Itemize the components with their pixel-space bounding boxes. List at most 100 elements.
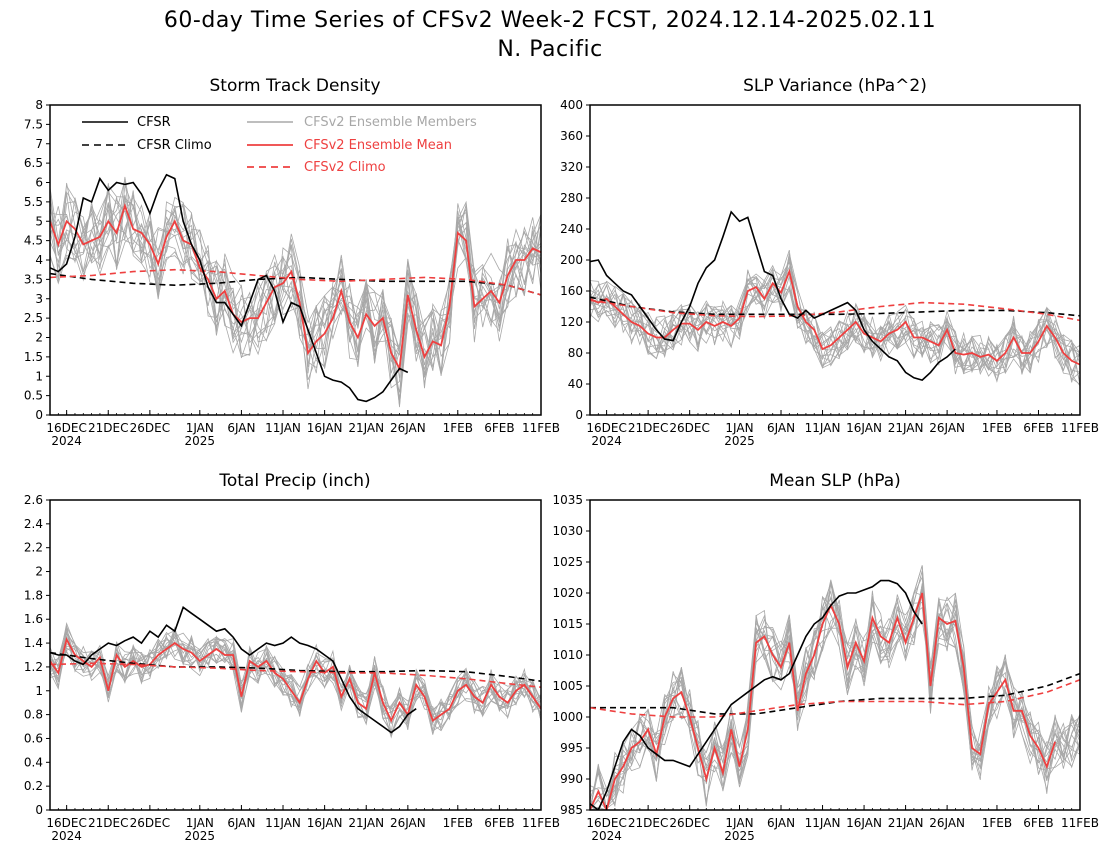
- x-tick-label: 1JAN: [725, 816, 753, 830]
- y-tick-label: 0.5: [24, 389, 43, 403]
- cfsr-climo-line: [50, 651, 541, 682]
- x-tick-label: 11FEB: [1061, 421, 1099, 435]
- x-tick-label: 21JAN: [348, 816, 384, 830]
- y-tick-label: 6: [35, 176, 43, 190]
- x-tick-label: 11JAN: [265, 421, 301, 435]
- y-tick-label: 1.6: [24, 612, 43, 626]
- y-tick-label: 0: [575, 408, 583, 422]
- x-tick-label: 21JAN: [348, 421, 384, 435]
- cfsr-line: [590, 210, 956, 381]
- y-tick-label: 160: [560, 284, 583, 298]
- panel-title: SLP Variance (hPa^2): [743, 76, 927, 96]
- cfsv2-climo-line: [590, 679, 1080, 718]
- panel-total-precip: Total Precip (inch) 0 0.2 0.4 0.6 0.8 1 1.2 1.4…: [24, 471, 560, 843]
- y-tick-label: 6.5: [24, 156, 43, 170]
- x-tick-label: 11FEB: [1061, 816, 1099, 830]
- y-tick-label: 1005: [552, 679, 583, 693]
- x-tick-label: 6FEB: [1023, 421, 1053, 435]
- y-tick-label: 4.5: [24, 234, 43, 248]
- x-tick-label: 26JAN: [390, 816, 426, 830]
- legend-label-cfsr-climo: CFSR Climo: [137, 138, 212, 153]
- y-tick-label: 1.4: [24, 636, 43, 650]
- x-tick-label: 26DEC: [130, 421, 170, 435]
- y-tick-label: 120: [560, 315, 583, 329]
- ensemble-member-line: [590, 253, 1080, 376]
- series-group: [50, 606, 541, 739]
- x-year-label: 2025: [185, 434, 216, 448]
- legend-label-cfsr: CFSR: [137, 115, 171, 130]
- x-tick-label: 26DEC: [669, 421, 709, 435]
- x-tick-label: 21DEC: [88, 421, 128, 435]
- y-tick-label: 3: [35, 292, 43, 306]
- legend-label-members: CFSv2 Ensemble Members: [304, 115, 477, 130]
- y-tick-label: 990: [560, 772, 583, 786]
- y-tick-label: 40: [568, 377, 583, 391]
- x-tick-label: 6JAN: [227, 421, 255, 435]
- y-tick-label: 1000: [552, 710, 583, 724]
- x-year-label: 2024: [51, 829, 82, 843]
- y-tick-label: 1: [35, 684, 43, 698]
- x-tick-label: 11JAN: [265, 816, 301, 830]
- y-tick-label: 1010: [552, 648, 583, 662]
- series-group: [590, 565, 1080, 810]
- y-tick-label: 280: [560, 191, 583, 205]
- y-tick-label: 0.2: [24, 779, 43, 793]
- y-tick-label: 0: [35, 803, 43, 817]
- x-tick-label: 6FEB: [484, 421, 514, 435]
- cfsv2-climo-line: [590, 299, 1080, 322]
- y-tick-label: 8: [35, 98, 43, 112]
- x-tick-label: 1JAN: [186, 816, 214, 830]
- y-tick-label: 7.5: [24, 117, 43, 131]
- ensemble-member-line: [50, 626, 541, 736]
- x-tick-label: 6JAN: [227, 816, 255, 830]
- ensemble-member-line: [590, 579, 1080, 810]
- ensemble-member-line: [590, 257, 1080, 374]
- panel-title: Mean SLP (hPa): [769, 471, 901, 491]
- y-tick-label: 1.8: [24, 588, 43, 602]
- y-tick-label: 1025: [552, 555, 583, 569]
- ensemble-member-line: [590, 283, 1080, 387]
- x-tick-label: 11FEB: [522, 421, 560, 435]
- ensemble-member-line: [590, 272, 1080, 385]
- cfsv2-climo-line: [50, 268, 541, 296]
- y-tick-label: 2.6: [24, 493, 43, 507]
- x-tick-label: 6FEB: [1023, 816, 1053, 830]
- panel-slp-variance: SLP Variance (hPa^2) 0 40 80 120 160 200 240 28…: [560, 76, 1099, 448]
- x-tick-label: 21DEC: [88, 816, 128, 830]
- ensemble-mean-line: [590, 268, 1080, 366]
- cfsr-line: [590, 579, 923, 810]
- cfsr-line: [50, 606, 417, 734]
- y-tick-label: 80: [568, 346, 583, 360]
- y-tick-label: 1020: [552, 586, 583, 600]
- y-tick-label: 4: [35, 253, 43, 267]
- x-tick-label: 26JAN: [929, 421, 965, 435]
- ensemble-member-line: [50, 629, 541, 724]
- y-tick-label: 1030: [552, 524, 583, 538]
- x-year-label: 2024: [591, 829, 622, 843]
- panel-storm-track-density: Storm Track Density 0 0.5 1 1.5 2 2.5 3 3.5 4 4.5…: [24, 76, 560, 448]
- x-tick-label: 21JAN: [888, 421, 924, 435]
- ensemble-member-line: [590, 276, 1080, 374]
- y-tick-label: 1015: [552, 617, 583, 631]
- ensemble-member-line: [50, 185, 541, 406]
- y-tick-label: 995: [560, 741, 583, 755]
- x-year-label: 2025: [185, 829, 216, 843]
- x-tick-label: 6JAN: [767, 816, 795, 830]
- plot-area: 0 0.2 0.4 0.6 0.8 1 1.2 1.4 1.6 1.8 2 2.2 2.4 2.6 16DE…: [24, 493, 560, 843]
- series-group: [590, 210, 1080, 387]
- x-tick-label: 16JAN: [307, 421, 343, 435]
- x-year-label: 2025: [724, 829, 755, 843]
- y-tick-label: 200: [560, 253, 583, 267]
- x-year-label: 2024: [591, 434, 622, 448]
- x-tick-label: 6JAN: [767, 421, 795, 435]
- plot-frame: [49, 499, 542, 811]
- x-tick-label: 16DEC: [586, 421, 626, 435]
- cfsr-climo-line: [590, 296, 1080, 317]
- y-tick-label: 2.4: [24, 517, 43, 531]
- x-tick-label: 1FEB: [982, 421, 1012, 435]
- y-tick-label: 0.4: [24, 755, 43, 769]
- x-tick-label: 21DEC: [628, 816, 668, 830]
- ensemble-member-line: [50, 190, 541, 372]
- y-tick-label: 0: [35, 408, 43, 422]
